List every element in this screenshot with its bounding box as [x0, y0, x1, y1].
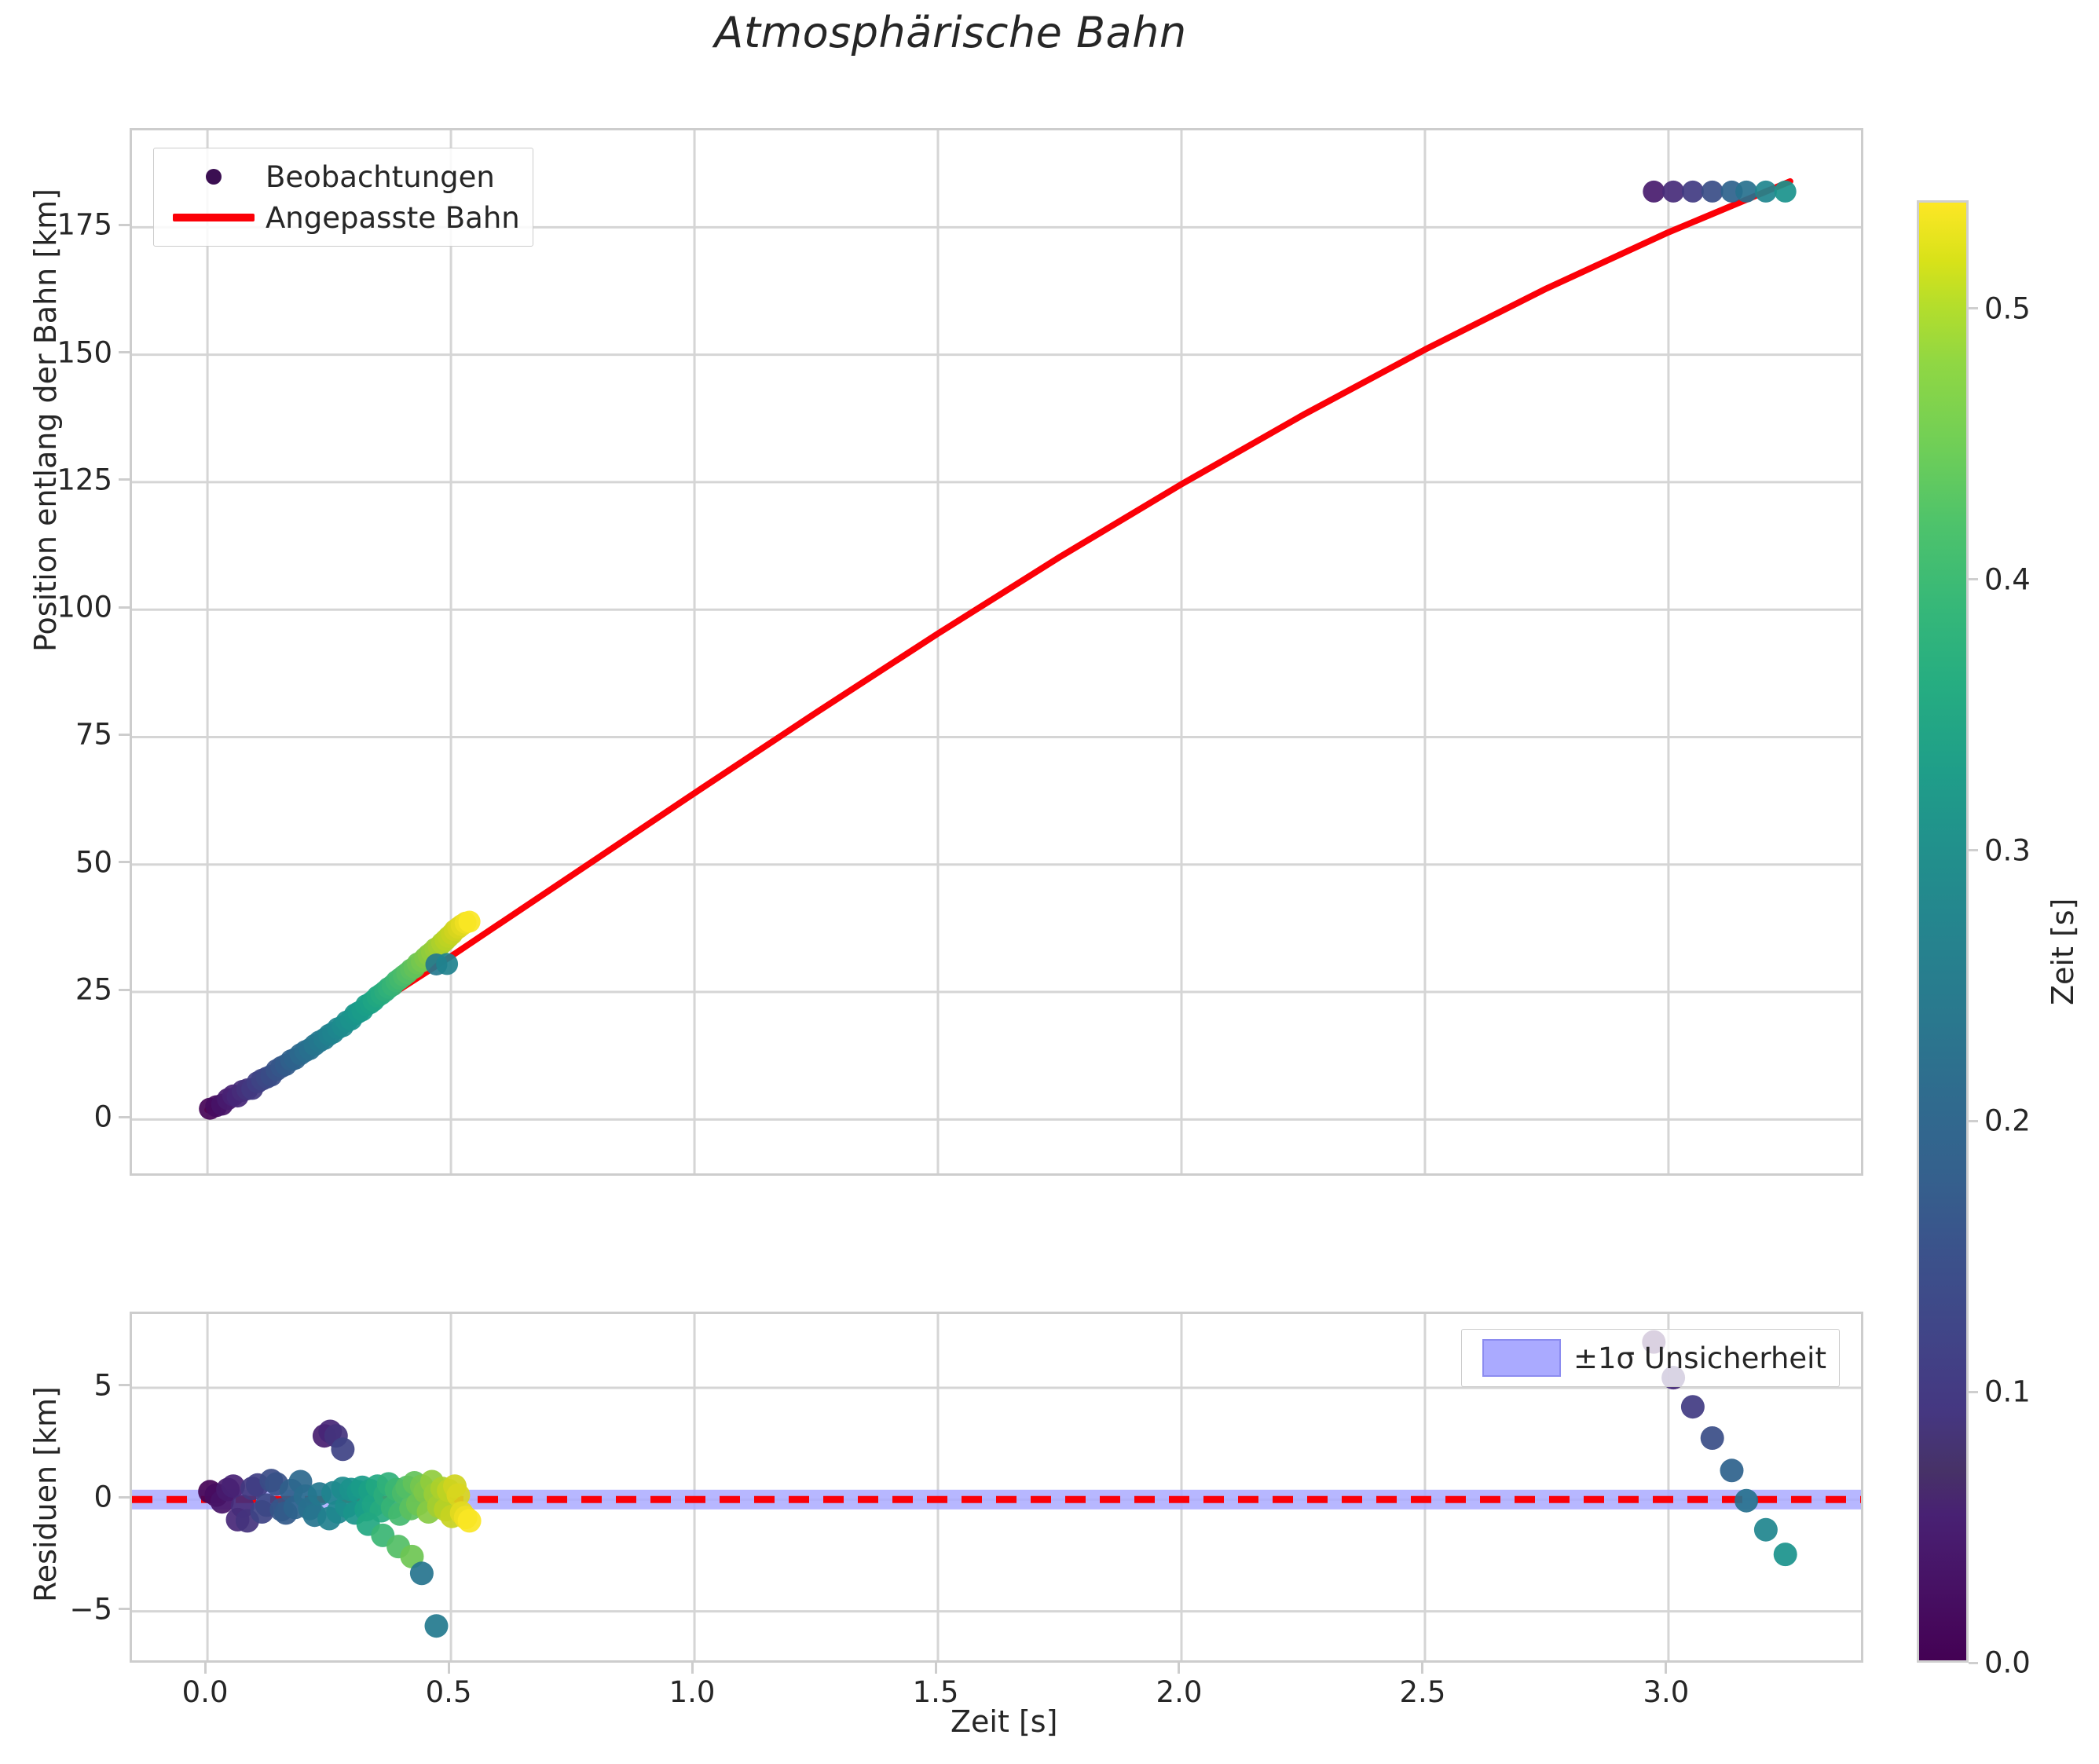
main-y-tickmark — [119, 606, 130, 609]
x-tickmark — [1421, 1663, 1424, 1674]
x-tick-label: 0.0 — [181, 1675, 229, 1709]
main-y-tick-label: 125 — [57, 463, 112, 497]
main-y-tickmark — [119, 861, 130, 864]
colorbar-tickmark — [1969, 1661, 1978, 1664]
x-tickmark — [1178, 1663, 1181, 1674]
colorbar-tick-label: 0.2 — [1984, 1103, 2031, 1138]
main-y-tickmark — [119, 1115, 130, 1118]
colorbar-tick-label: 0.5 — [1984, 291, 2031, 326]
residual-y-tick-label: 0 — [93, 1480, 112, 1514]
x-tick-label: 3.0 — [1643, 1675, 1690, 1709]
colorbar-tick-label: 0.0 — [1984, 1645, 2031, 1680]
x-tick-label: 2.0 — [1156, 1675, 1203, 1709]
main-y-tickmark — [119, 478, 130, 481]
colorbar-axis-label: Zeit [s] — [2046, 898, 2080, 1005]
main-legend: Beobachtungen Angepasste Bahn — [153, 148, 533, 247]
legend-row-observations: Beobachtungen — [167, 156, 520, 197]
legend-label-uncertainty: ±1σ Unsicherheit — [1573, 1341, 1826, 1375]
main-y-tick-label: 175 — [57, 207, 112, 242]
x-tick-label: 0.5 — [425, 1675, 472, 1709]
colorbar-tickmark — [1969, 849, 1978, 852]
residual-y-tickmark — [119, 1495, 130, 1499]
main-y-tick-label: 25 — [75, 972, 112, 1007]
colorbar-tickmark — [1969, 1390, 1978, 1393]
legend-label-observations: Beobachtungen — [266, 159, 495, 194]
observations-marker-icon — [167, 169, 261, 185]
colorbar-gradient — [1917, 200, 1969, 1663]
main-y-tick-label: 100 — [57, 590, 112, 624]
main-y-axis-label: Position entlang der Bahn [km] — [28, 188, 63, 652]
main-y-tickmark — [119, 733, 130, 736]
residual-legend: ±1σ Unsicherheit — [1461, 1329, 1840, 1387]
x-tickmark — [691, 1663, 694, 1674]
main-plot-canvas — [132, 130, 1861, 1173]
colorbar-tick-label: 0.1 — [1984, 1374, 2031, 1409]
residual-plot-axes — [130, 1312, 1863, 1663]
x-tick-label: 2.5 — [1399, 1675, 1446, 1709]
legend-label-fit: Angepasste Bahn — [266, 200, 520, 235]
x-tickmark — [447, 1663, 450, 1674]
colorbar-tickmark — [1969, 1119, 1978, 1122]
colorbar-tick-label: 0.4 — [1984, 562, 2031, 597]
x-tickmark — [203, 1663, 207, 1674]
residual-y-tickmark — [119, 1608, 130, 1611]
x-axis-label: Zeit [s] — [951, 1704, 1058, 1739]
main-plot-axes — [130, 128, 1863, 1176]
main-y-tickmark — [119, 988, 130, 991]
legend-row-uncertainty: ±1σ Unsicherheit — [1474, 1338, 1826, 1378]
fit-line-icon — [167, 214, 261, 221]
uncertainty-band-icon — [1474, 1339, 1569, 1377]
residual-plot-canvas — [132, 1314, 1861, 1660]
main-y-tickmark — [119, 351, 130, 354]
legend-row-fit: Angepasste Bahn — [167, 197, 520, 238]
main-y-tick-label: 0 — [93, 1100, 112, 1134]
residual-y-tick-label: 5 — [93, 1368, 112, 1403]
main-y-tick-label: 150 — [57, 335, 112, 370]
colorbar-tickmark — [1969, 307, 1978, 310]
main-y-tickmark — [119, 223, 130, 226]
main-y-tick-label: 75 — [75, 717, 112, 752]
colorbar-tickmark — [1969, 578, 1978, 581]
x-tick-label: 1.5 — [912, 1675, 959, 1709]
x-tickmark — [1665, 1663, 1668, 1674]
colorbar-tick-label: 0.3 — [1984, 833, 2031, 868]
residual-y-axis-label: Residuen [km] — [28, 1386, 63, 1602]
x-tick-label: 1.0 — [669, 1675, 716, 1709]
residual-y-tickmark — [119, 1384, 130, 1387]
x-tickmark — [934, 1663, 937, 1674]
colorbar-container: 0.0 0.1 0.2 0.3 0.4 0.5 — [1917, 200, 2031, 1680]
main-y-tick-label: 50 — [75, 845, 112, 880]
figure-title: Atmosphärische Bahn — [714, 8, 1187, 57]
residual-y-tick-label: −5 — [69, 1592, 112, 1627]
